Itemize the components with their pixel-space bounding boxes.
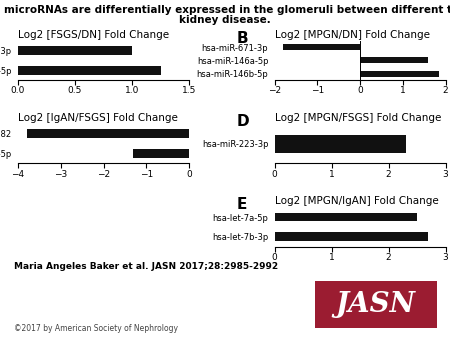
Bar: [18, 46, 132, 55]
Bar: [283, 44, 360, 50]
Text: Log2 [MPGN/IgAN] Fold Change: Log2 [MPGN/IgAN] Fold Change: [274, 196, 438, 206]
Text: kidney disease.: kidney disease.: [179, 15, 271, 25]
Text: ©2017 by American Society of Nephrology: ©2017 by American Society of Nephrology: [14, 324, 177, 334]
Bar: [274, 135, 405, 152]
Text: Several microRNAs are differentially expressed in the glomeruli between differen: Several microRNAs are differentially exp…: [0, 5, 450, 15]
Text: Maria Angeles Baker et al. JASN 2017;28:2985-2992: Maria Angeles Baker et al. JASN 2017;28:…: [14, 262, 278, 271]
Text: D: D: [237, 114, 249, 129]
Text: Log2 [IgAN/FSGS] Fold Change: Log2 [IgAN/FSGS] Fold Change: [18, 113, 178, 123]
Bar: [274, 213, 417, 221]
Bar: [274, 232, 428, 241]
Bar: [27, 129, 189, 138]
Text: JASN: JASN: [336, 291, 416, 318]
Bar: [134, 149, 189, 158]
Text: Log2 [MPGN/FSGS] Fold Change: Log2 [MPGN/FSGS] Fold Change: [274, 113, 441, 123]
Bar: [360, 57, 428, 63]
Bar: [18, 66, 161, 75]
Text: B: B: [237, 31, 248, 46]
Bar: [360, 71, 439, 77]
Text: E: E: [237, 197, 247, 212]
Text: Log2 [MPGN/DN] Fold Change: Log2 [MPGN/DN] Fold Change: [274, 30, 429, 40]
Text: Log2 [FSGS/DN] Fold Change: Log2 [FSGS/DN] Fold Change: [18, 30, 169, 40]
